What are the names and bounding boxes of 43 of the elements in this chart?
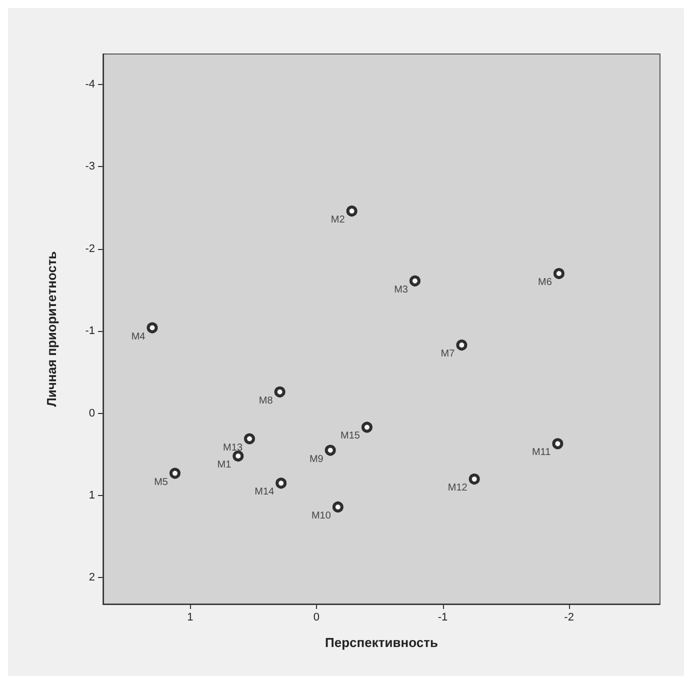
point <box>468 474 480 485</box>
y-tick-label: 0 <box>88 407 95 420</box>
point <box>456 340 468 351</box>
annotation: M6 <box>538 277 552 288</box>
point <box>324 444 336 456</box>
annotation: M12 <box>448 482 468 494</box>
point <box>276 478 287 489</box>
point <box>552 438 564 450</box>
point <box>170 468 180 479</box>
point <box>332 501 344 512</box>
annotation: M2 <box>330 214 346 226</box>
x-axis-title: Перспективность <box>325 635 438 650</box>
point <box>274 386 286 398</box>
point <box>553 268 564 280</box>
point <box>361 422 372 433</box>
y-tick-label: 1 <box>88 489 95 502</box>
y-tick-label: -1 <box>85 325 95 338</box>
annotation: M1 <box>217 460 232 471</box>
x-tick-label: -2 <box>564 612 574 624</box>
annotation: M11 <box>532 447 552 458</box>
point <box>409 275 420 286</box>
y-axis-title: Личная приоритетность <box>44 251 59 407</box>
x-tick-label: 1 <box>187 612 194 624</box>
point <box>244 433 256 444</box>
annotation: M3 <box>394 284 408 296</box>
y-tick-label: 2 <box>88 572 95 584</box>
annotation: M13 <box>223 442 243 454</box>
y-tick-label: -3 <box>85 160 95 173</box>
x-tick-label: -1 <box>438 612 448 624</box>
annotation: M8 <box>258 395 274 406</box>
point <box>346 206 358 217</box>
annotation: M9 <box>309 454 324 465</box>
y-tick-label: -4 <box>85 78 95 90</box>
point <box>232 450 244 462</box>
point <box>146 322 158 334</box>
annotation: M14 <box>254 486 275 498</box>
y-tick-label: -2 <box>85 242 95 255</box>
annotation: M15 <box>340 430 360 442</box>
annotation: M10 <box>311 510 332 522</box>
x-tick-label: 0 <box>313 612 320 624</box>
annotation: M4 <box>131 331 146 342</box>
annotation: M7 <box>440 348 456 360</box>
annotation: M5 <box>154 476 168 488</box>
